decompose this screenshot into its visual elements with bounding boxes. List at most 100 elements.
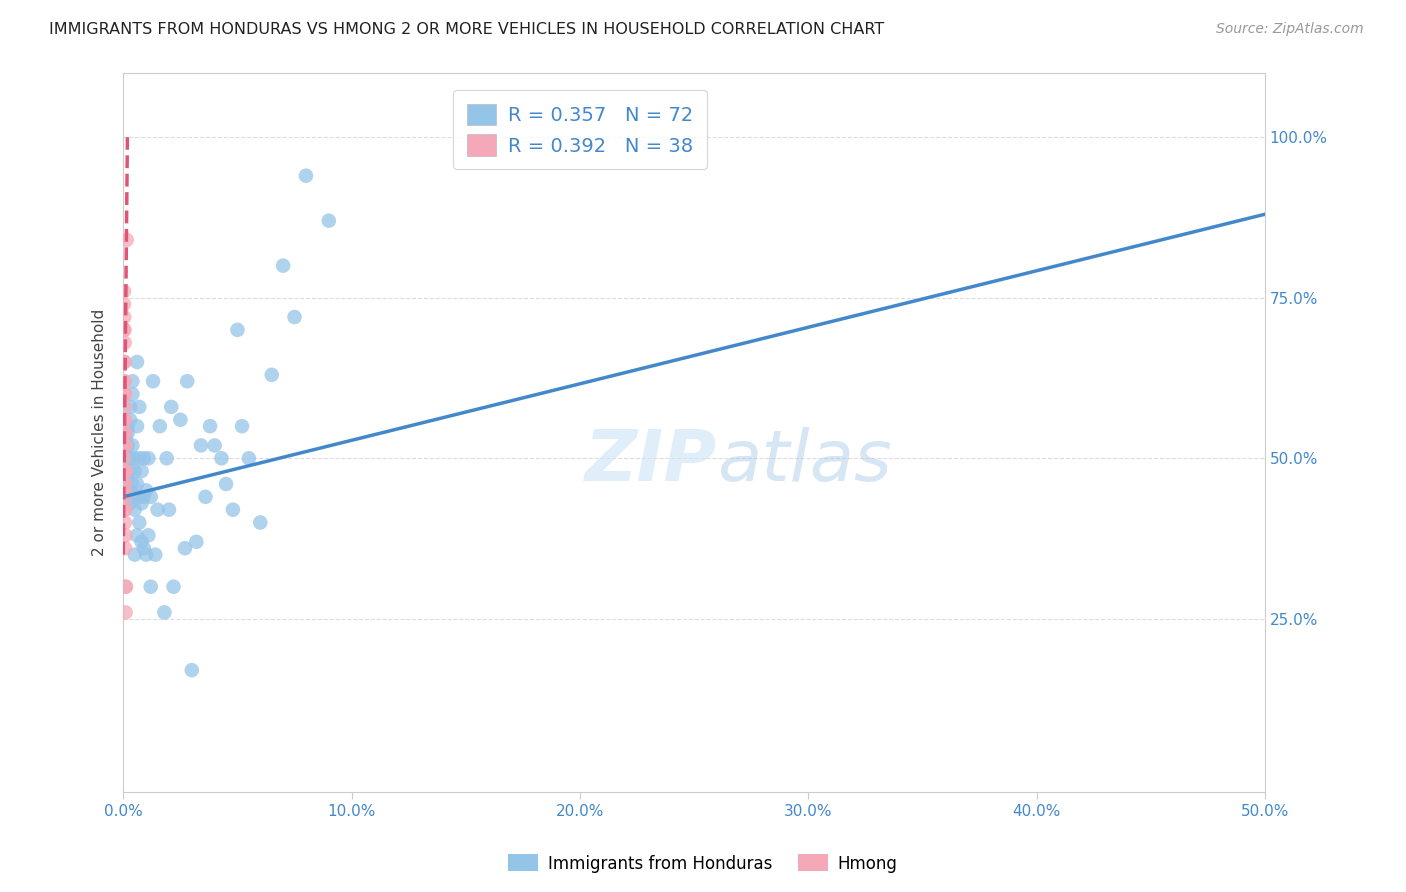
Point xyxy=(124,502,146,516)
Point xyxy=(112,323,135,337)
Point xyxy=(176,374,198,388)
Point xyxy=(114,606,136,620)
Point xyxy=(146,502,169,516)
Point xyxy=(112,451,135,466)
Point xyxy=(114,438,136,452)
Point xyxy=(114,438,136,452)
Point xyxy=(128,451,150,466)
Point xyxy=(132,541,155,556)
Point xyxy=(114,490,136,504)
Point xyxy=(114,387,136,401)
Point xyxy=(120,496,142,510)
Point xyxy=(149,419,172,434)
Text: atlas: atlas xyxy=(717,427,891,496)
Text: ZIP: ZIP xyxy=(585,427,717,496)
Point xyxy=(162,580,184,594)
Point xyxy=(114,477,136,491)
Legend: Immigrants from Honduras, Hmong: Immigrants from Honduras, Hmong xyxy=(502,847,904,880)
Point xyxy=(194,490,217,504)
Point xyxy=(114,516,136,530)
Point xyxy=(157,502,180,516)
Point xyxy=(138,451,160,466)
Point xyxy=(112,477,135,491)
Point xyxy=(112,285,135,299)
Point xyxy=(128,400,150,414)
Point xyxy=(114,413,136,427)
Point xyxy=(283,310,305,324)
Point xyxy=(114,335,136,350)
Point xyxy=(121,374,143,388)
Point xyxy=(125,477,148,491)
Point xyxy=(114,483,136,498)
Point xyxy=(180,663,202,677)
Point xyxy=(121,438,143,452)
Point xyxy=(114,580,136,594)
Point xyxy=(125,419,148,434)
Point xyxy=(174,541,197,556)
Point xyxy=(318,213,340,227)
Text: Source: ZipAtlas.com: Source: ZipAtlas.com xyxy=(1216,22,1364,37)
Point xyxy=(114,387,136,401)
Point xyxy=(271,259,294,273)
Y-axis label: 2 or more Vehicles in Household: 2 or more Vehicles in Household xyxy=(93,309,107,557)
Point xyxy=(190,438,212,452)
Point xyxy=(114,400,136,414)
Point xyxy=(114,425,136,440)
Point xyxy=(112,387,135,401)
Point xyxy=(121,387,143,401)
Point xyxy=(117,419,139,434)
Point xyxy=(142,374,165,388)
Point xyxy=(125,355,148,369)
Point xyxy=(120,451,142,466)
Point xyxy=(112,310,135,324)
Point xyxy=(260,368,283,382)
Point xyxy=(131,534,153,549)
Point xyxy=(121,490,143,504)
Point xyxy=(120,400,142,414)
Point xyxy=(143,548,166,562)
Point xyxy=(249,516,271,530)
Point xyxy=(114,502,136,516)
Point xyxy=(131,464,153,478)
Point xyxy=(114,438,136,452)
Point xyxy=(112,297,135,311)
Point xyxy=(114,528,136,542)
Point xyxy=(120,483,142,498)
Point xyxy=(124,464,146,478)
Point xyxy=(211,451,233,466)
Point xyxy=(117,470,139,484)
Point xyxy=(117,425,139,440)
Point xyxy=(198,419,221,434)
Point xyxy=(124,548,146,562)
Point xyxy=(125,528,148,542)
Point xyxy=(121,477,143,491)
Point xyxy=(295,169,318,183)
Legend: R = 0.357   N = 72, R = 0.392   N = 38: R = 0.357 N = 72, R = 0.392 N = 38 xyxy=(453,90,707,169)
Point xyxy=(114,502,136,516)
Point xyxy=(139,580,162,594)
Point xyxy=(135,548,157,562)
Point xyxy=(222,502,245,516)
Point xyxy=(112,355,135,369)
Point xyxy=(186,534,208,549)
Point xyxy=(132,490,155,504)
Point xyxy=(138,528,160,542)
Point xyxy=(114,374,136,388)
Point xyxy=(114,425,136,440)
Point xyxy=(231,419,253,434)
Point xyxy=(169,413,191,427)
Point xyxy=(114,464,136,478)
Point xyxy=(112,374,135,388)
Point xyxy=(114,432,136,446)
Point xyxy=(160,400,183,414)
Point xyxy=(226,323,249,337)
Point xyxy=(128,516,150,530)
Point xyxy=(128,490,150,504)
Point xyxy=(114,464,136,478)
Point xyxy=(114,355,136,369)
Point xyxy=(204,438,226,452)
Point xyxy=(153,606,176,620)
Point xyxy=(117,438,139,452)
Point xyxy=(215,477,238,491)
Point xyxy=(120,413,142,427)
